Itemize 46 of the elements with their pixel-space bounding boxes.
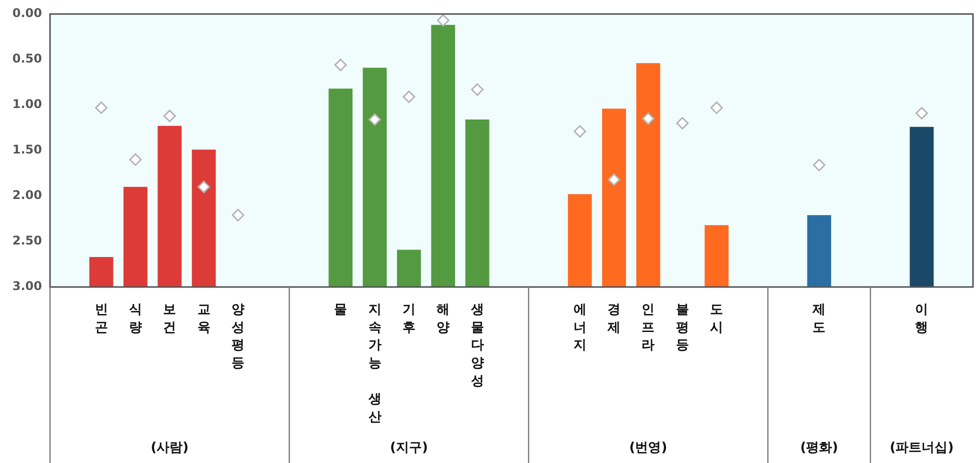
x-tick-label: 불평등: [676, 302, 689, 354]
text: (사람): [150, 440, 189, 456]
point: [812, 158, 826, 172]
point: [334, 58, 347, 72]
x-tick-label: 인프라: [642, 302, 655, 354]
x-tick-label: 해양: [436, 302, 450, 336]
x-tick-label: 생물다양성: [470, 302, 484, 390]
x-tick-label: 기후: [402, 302, 416, 336]
text: (지구): [390, 440, 428, 456]
point: [642, 112, 654, 125]
point: [163, 110, 176, 122]
point: [710, 101, 723, 114]
point: [436, 14, 450, 27]
x-tick-label: 이행: [915, 302, 928, 336]
point: [608, 173, 620, 186]
x-tick-label: 제도: [812, 302, 826, 336]
y-tick-label: 2.00: [12, 188, 42, 202]
x-tick-label: 물: [334, 302, 348, 318]
y-tick-label: 1.50: [12, 142, 42, 157]
x-tick-label: 경제: [606, 302, 621, 336]
text: (파트너십): [890, 440, 954, 456]
x-tick-label: 보건: [163, 302, 176, 336]
point: [368, 113, 382, 126]
y-tick-label: 2.50: [12, 234, 42, 248]
y-tick-label: 1.00: [12, 97, 42, 112]
point: [915, 106, 928, 120]
point: [402, 90, 416, 104]
point: [198, 180, 210, 194]
point: [129, 153, 142, 166]
point: [676, 116, 689, 130]
x-tick-label: 에너지: [573, 302, 586, 354]
x-tick-label: 빈곤: [94, 302, 108, 336]
point: [471, 83, 484, 96]
text: (평화): [800, 440, 838, 456]
y-tick-label: 3.00: [12, 279, 42, 294]
point: [574, 125, 586, 138]
x-tick-label: 교육: [197, 302, 210, 336]
x-tick-label: 식량: [128, 302, 142, 336]
y-tick-label: 0.00: [12, 6, 42, 20]
x-tick-label: 양성평등: [232, 302, 245, 372]
y-tick-label: 0.50: [12, 52, 42, 66]
category-label: 지속가능 생산: [368, 302, 382, 425]
x-tick-label: 도시: [710, 302, 724, 336]
text: (번영): [629, 440, 668, 456]
point: [95, 101, 108, 114]
point: [232, 208, 244, 222]
